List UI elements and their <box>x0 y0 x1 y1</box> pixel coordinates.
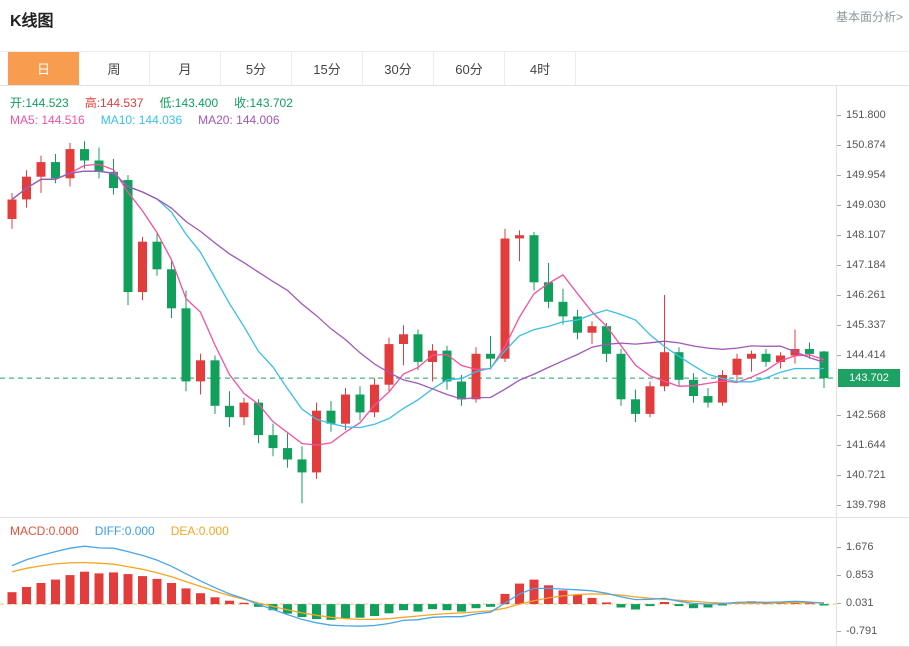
macd-legend: MACD:0.000 DIFF:0.000 DEA:0.000 <box>10 524 229 538</box>
axis-tick <box>837 547 841 548</box>
axis-tick <box>837 235 841 236</box>
tab-60min[interactable]: 60分 <box>434 52 505 85</box>
macd-y-axis: 1.676 0.853 0.031 -0.791 <box>837 518 909 646</box>
price-chart-section: 开:144.523 高:144.537 低:143.400 收:143.702 … <box>0 86 837 518</box>
axis-tick-label: 144.414 <box>846 349 886 361</box>
tab-weekly[interactable]: 周 <box>79 52 150 85</box>
axis-tick-label: 141.644 <box>846 439 886 451</box>
axis-tick-label: -0.791 <box>846 625 878 637</box>
axis-tick-label: 149.954 <box>846 169 886 181</box>
axis-tick <box>837 355 841 356</box>
diff-value: DIFF:0.000 <box>94 524 155 538</box>
axis-tick <box>837 295 841 296</box>
open-value: 开:144.523 <box>10 96 69 110</box>
ma10-value: MA10: 144.036 <box>100 113 183 127</box>
axis-tick <box>837 325 841 326</box>
axis-tick-label: 145.337 <box>846 319 886 331</box>
axis-tick-label: 0.853 <box>846 569 874 581</box>
ohlc-legend: 开:144.523 高:144.537 低:143.400 收:143.702 <box>10 94 293 111</box>
ma-legend: MA5: 144.516 MA10: 144.036 MA20: 144.006 <box>10 113 280 127</box>
tab-4hour[interactable]: 4时 <box>505 52 576 85</box>
axis-tick <box>837 265 841 266</box>
axis-tick <box>837 205 841 206</box>
axis-tick <box>837 575 841 576</box>
axis-tick-label: 150.874 <box>846 139 886 151</box>
axis-tick-label: 146.261 <box>846 289 886 301</box>
axis-tick <box>837 445 841 446</box>
macd-value: MACD:0.000 <box>10 524 79 538</box>
axis-tick-label: 148.107 <box>846 229 886 241</box>
tab-5min[interactable]: 5分 <box>221 52 292 85</box>
low-value: 低:143.400 <box>159 96 219 110</box>
candlestick-chart[interactable] <box>0 86 837 518</box>
tab-daily[interactable]: 日 <box>8 52 79 85</box>
axis-tick <box>837 115 841 116</box>
axis-tick <box>837 631 841 632</box>
panel-separator <box>0 517 909 518</box>
axis-tick <box>837 505 841 506</box>
tab-monthly[interactable]: 月 <box>150 52 221 85</box>
axis-tick <box>837 603 841 604</box>
axis-tick <box>837 145 841 146</box>
high-value: 高:144.537 <box>84 96 144 110</box>
axis-tick-label: 140.721 <box>846 469 886 481</box>
tab-30min[interactable]: 30分 <box>363 52 434 85</box>
price-y-axis: 151.800 150.874 149.954 149.030 148.107 147.1… <box>837 86 909 518</box>
axis-tick-label: 142.568 <box>846 409 886 421</box>
axis-tick <box>837 415 841 416</box>
tab-15min[interactable]: 15分 <box>292 52 363 85</box>
interval-tabbar: 日 周 月 5分 15分 30分 60分 4时 <box>0 51 909 86</box>
axis-tick-label: 151.800 <box>846 109 886 121</box>
axis-tick-label: 149.030 <box>846 199 886 211</box>
axis-tick <box>837 475 841 476</box>
macd-section: MACD:0.000 DIFF:0.000 DEA:0.000 <box>0 518 837 646</box>
axis-tick-label: 139.798 <box>846 499 886 511</box>
axis-tick-label: 0.031 <box>846 597 874 609</box>
dea-value: DEA:0.000 <box>170 524 229 538</box>
axis-tick-label: 147.184 <box>846 259 886 271</box>
macd-chart[interactable] <box>0 518 837 646</box>
header: K线图 基本面分析> <box>0 0 909 50</box>
ma5-value: MA5: 144.516 <box>10 113 85 127</box>
axis-border <box>836 86 837 646</box>
ma20-value: MA20: 144.006 <box>198 113 280 127</box>
axis-tick <box>837 175 841 176</box>
fundamental-analysis-link[interactable]: 基本面分析> <box>835 10 903 24</box>
axis-tick-label: 1.676 <box>846 541 874 553</box>
current-price-label: 143.702 <box>838 369 900 387</box>
page-title: K线图 <box>10 13 54 30</box>
close-value: 收:143.702 <box>234 96 293 110</box>
